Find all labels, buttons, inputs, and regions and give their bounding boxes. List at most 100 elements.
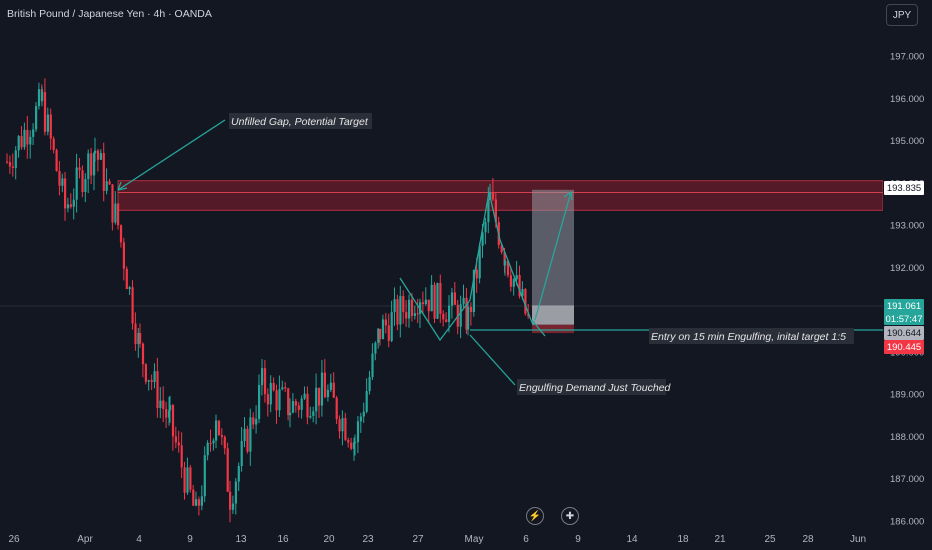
x-tick-label: 6 [523, 534, 529, 545]
candle [275, 384, 278, 424]
x-tick-label: 26 [8, 534, 20, 545]
candle [427, 299, 430, 323]
candle [111, 184, 114, 231]
candle [421, 291, 425, 314]
candle [125, 266, 128, 290]
candle [197, 496, 201, 516]
candle [341, 410, 344, 446]
candle [374, 341, 377, 361]
candle [99, 149, 102, 161]
candle [445, 312, 448, 323]
candle [134, 312, 137, 351]
candle [141, 342, 145, 378]
candle [102, 142, 105, 202]
candle [518, 265, 521, 299]
candle [192, 484, 195, 506]
position-stop-box[interactable] [532, 324, 574, 334]
candle [156, 357, 159, 418]
position-progress-box[interactable] [532, 305, 574, 325]
demand-arrow-line[interactable] [469, 334, 516, 386]
candle [52, 136, 55, 154]
candle [87, 149, 90, 194]
candle [509, 266, 512, 292]
candle [354, 434, 357, 456]
candle [69, 193, 72, 209]
candle [220, 428, 223, 446]
candle [484, 217, 487, 245]
time-axis[interactable] [0, 528, 932, 550]
lightning-icon[interactable]: ⚡ [526, 507, 544, 525]
svg-text:190.644: 190.644 [887, 328, 921, 339]
candle [371, 343, 374, 381]
candle [405, 300, 408, 327]
candle [399, 285, 402, 338]
position-target-box[interactable] [532, 189, 574, 306]
y-tick-label: 192.000 [890, 263, 924, 274]
x-tick-label: May [465, 534, 484, 545]
last-price-badge: 191.061 01:57:47 [884, 299, 924, 325]
candle [41, 86, 44, 107]
y-tick-label: 187.000 [890, 474, 924, 485]
price-axis[interactable] [883, 0, 932, 530]
candle [261, 359, 264, 388]
candle [108, 178, 111, 185]
candle [240, 427, 243, 472]
candle [320, 360, 324, 417]
x-tick-label: 4 [136, 534, 142, 545]
x-tick-label: 9 [187, 534, 193, 545]
candle [200, 485, 203, 511]
entry-annotation[interactable]: Entry on 15 min Engulfing, inital target… [649, 328, 854, 344]
y-tick-label: 189.000 [890, 390, 924, 401]
candle [171, 403, 175, 451]
y-tick-label: 186.000 [890, 516, 924, 527]
candle [72, 188, 75, 220]
candle [469, 302, 473, 326]
candle [215, 414, 218, 449]
x-tick-label: Apr [77, 534, 93, 545]
candle [128, 285, 131, 296]
candle [402, 290, 405, 324]
candle [408, 294, 411, 328]
candle [359, 412, 362, 433]
x-tick-label: 27 [412, 534, 424, 545]
candle [137, 328, 140, 358]
demand-annotation[interactable]: Engulfing Demand Just Touched [517, 379, 672, 395]
candle [32, 123, 35, 146]
candle [162, 386, 165, 423]
svg-text:191.061: 191.061 [887, 301, 921, 312]
candle [377, 327, 380, 349]
candle [462, 284, 465, 308]
candle [168, 396, 171, 426]
candle [237, 462, 240, 491]
candle [379, 328, 382, 346]
y-tick-label: 195.000 [890, 136, 924, 147]
zigzag-pattern[interactable] [399, 191, 534, 342]
target-arrow-line[interactable] [534, 191, 572, 321]
gap-arrow-line[interactable] [117, 119, 226, 191]
uk-flag-icon[interactable]: ✚ [561, 507, 579, 525]
candle [29, 130, 32, 159]
candle [303, 386, 306, 400]
candle [231, 495, 235, 514]
currency-button[interactable]: JPY [886, 4, 918, 26]
candle [448, 295, 451, 333]
candle [43, 78, 47, 136]
entry-pointer[interactable] [531, 319, 546, 337]
candle [229, 480, 232, 523]
candle [234, 478, 237, 515]
candle [306, 386, 309, 425]
candle [114, 191, 117, 225]
candle [413, 305, 416, 320]
candle [332, 372, 335, 398]
stop-price-badge: 190.445 [884, 340, 924, 354]
candle [177, 430, 180, 453]
x-tick-label: 14 [626, 534, 638, 545]
candle [46, 107, 49, 136]
supply-zone[interactable] [117, 180, 884, 211]
candle [144, 363, 147, 385]
candle [217, 420, 221, 436]
gap-annotation[interactable]: Unfilled Gap, Potential Target [229, 113, 372, 129]
candle [105, 168, 108, 195]
candle [255, 405, 258, 434]
